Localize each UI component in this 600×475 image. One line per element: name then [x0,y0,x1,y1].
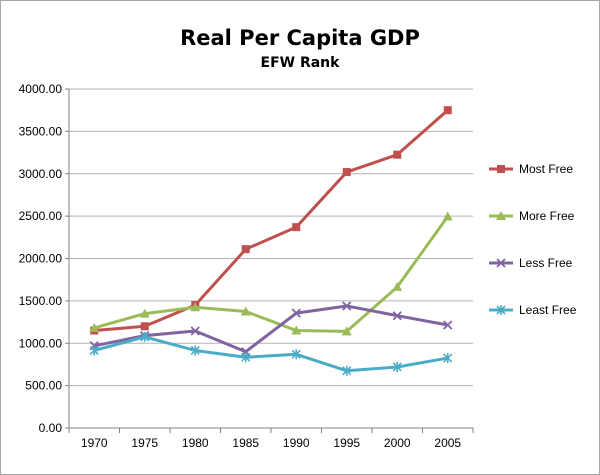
data-point-more-free [190,302,201,312]
legend-label: Least Free [519,303,577,317]
y-tick-label: 3500.00 [19,124,63,138]
legend-label: More Free [519,209,575,223]
data-point-less-free [190,326,200,336]
data-point-less-free [443,320,453,330]
data-point-less-free [291,308,301,318]
legend-item-least-free: Least Free [489,303,577,317]
y-tick-label: 4000.00 [19,82,63,96]
legend-marker [497,165,505,173]
chart-title: Real Per Capita GDP [180,26,420,50]
series-line-less-free [93,304,449,354]
data-point-more-free [291,325,302,335]
legend: Most Free More Free Less Free Least Free [489,162,577,317]
data-point-most-free [140,322,149,331]
series-least-free [89,331,453,376]
legend-marker [496,258,506,268]
data-point-most-free [292,223,301,232]
legend-label: Most Free [519,162,573,176]
y-tick-label: 500.00 [25,379,62,393]
y-tick-label: 3000.00 [19,167,63,181]
data-point-least-free [190,345,200,356]
x-tick-label: 1970 [81,436,108,450]
x-tick-label: 2000 [384,436,411,450]
x-tick-label: 1985 [232,436,259,450]
data-point-least-free [241,352,251,363]
series-line-more-free [93,215,449,333]
y-tick-label: 2500.00 [19,209,63,223]
data-point-least-free [342,365,352,376]
data-point-more-free [392,281,403,291]
series-line-least-free [93,335,449,373]
data-point-more-free [89,322,100,332]
legend-item-most-free: Most Free [489,162,573,176]
y-tick-label: 2000.00 [19,252,63,266]
x-tick-label: 1990 [283,436,310,450]
series-lines [89,106,453,376]
x-tick-label: 1975 [131,436,158,450]
y-tick-label: 0.00 [39,421,63,435]
series-line-most-free [94,109,449,333]
series-most-free [90,106,452,335]
x-tick-label: 1980 [182,436,209,450]
x-tick-label: 1995 [333,436,360,450]
data-point-most-free [241,245,250,254]
data-point-less-free [392,311,402,321]
series-more-free [89,211,453,336]
data-point-more-free [139,308,150,318]
chart-subtitle: EFW Rank [261,55,341,71]
legend-item-less-free: Less Free [489,256,573,270]
data-point-most-free [342,168,351,177]
data-point-least-free [443,353,453,364]
data-point-less-free [342,301,352,311]
data-point-more-free [341,326,352,336]
y-tick-label: 1500.00 [19,294,63,308]
data-point-least-free [291,349,301,360]
data-point-least-free [392,361,402,372]
series-less-free [89,301,453,357]
legend-label: Less Free [519,256,573,270]
data-point-most-free [393,150,402,159]
data-point-least-free [140,331,150,342]
axes: 0.00 500.00 1000.00 1500.00 2000.00 2500.00 30… [19,82,474,450]
legend-item-more-free: More Free [489,209,575,223]
data-point-more-free [240,306,251,316]
data-point-more-free [442,211,453,221]
legend-marker [496,211,506,220]
data-point-least-free [89,345,99,356]
legend-marker [496,305,506,315]
x-tick-label: 2005 [434,436,461,450]
y-tick-label: 1000.00 [19,336,63,350]
gridlines [69,88,473,387]
data-point-most-free [443,106,452,115]
